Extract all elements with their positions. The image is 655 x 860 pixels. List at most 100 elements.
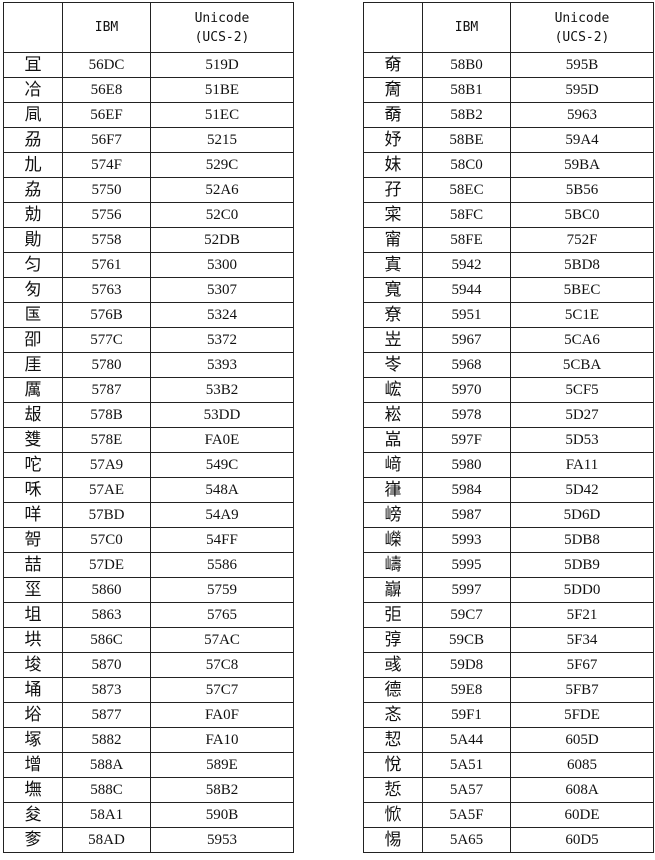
- table-row: 惞 5A5F 60DE: [363, 802, 654, 828]
- table-header: IBM Unicode (UCS-2): [3, 2, 294, 53]
- header-cell: [363, 2, 423, 53]
- table-cell: 凬: [3, 102, 63, 128]
- table-cell: 嵓: [363, 427, 423, 453]
- table-cell: 厲: [3, 377, 63, 403]
- table-row: 妺 58C0 59BA: [363, 152, 654, 178]
- table-cell: 5324: [150, 302, 294, 328]
- table-cell: 5756: [62, 202, 151, 228]
- table-row: 勛 5758 52DB: [3, 227, 294, 253]
- table-row: 嵭 5987 5D6D: [363, 502, 654, 528]
- table-row: 岦 5967 5CA6: [363, 327, 654, 353]
- table-cell: 5A65: [422, 827, 511, 853]
- table-cell: 519D: [150, 52, 294, 78]
- table-cell: 5586: [150, 552, 294, 578]
- table-cell: 5A51: [422, 752, 511, 778]
- table-cell: 5A57: [422, 777, 511, 803]
- table-cell: 58A1: [62, 802, 151, 828]
- table-cell: 58B0: [422, 52, 511, 78]
- table-cell: 5860: [62, 577, 151, 603]
- table-cell: 墲: [3, 777, 63, 803]
- table-cell: 56F7: [62, 127, 151, 153]
- table-cell: 5F21: [510, 602, 654, 628]
- table-cell: 576B: [62, 302, 151, 328]
- table-cell: FA11: [510, 452, 654, 478]
- table-row: 厲 5787 53B2: [3, 377, 294, 403]
- table-cell: 匀: [3, 252, 63, 278]
- table-cell: 﨎: [3, 427, 63, 453]
- table-cell: 58BE: [422, 127, 511, 153]
- table-row: 奛 58B0 595B: [363, 52, 654, 78]
- table-cell: 5F34: [510, 627, 654, 653]
- table-cell: 坙: [3, 577, 63, 603]
- table-row: 惕 5A65 60D5: [363, 827, 654, 853]
- header-cell: IBM: [422, 2, 511, 53]
- table-cell: 57C7: [150, 677, 294, 703]
- table-cell: 﨑: [363, 452, 423, 478]
- table-cell: 52C0: [150, 202, 294, 228]
- table-cell: 595B: [510, 52, 654, 78]
- table-row: 孖 58EC 5B56: [363, 177, 654, 203]
- table-cell: 5970: [422, 377, 511, 403]
- header-line: Unicode: [554, 10, 610, 26]
- table-row: 匇 5763 5307: [3, 277, 294, 303]
- table-cell: 5870: [62, 652, 151, 678]
- table-cell: 5987: [422, 502, 511, 528]
- table-cell: 58FC: [422, 202, 511, 228]
- table-cell: 5372: [150, 327, 294, 353]
- table-row: 坥 5863 5765: [3, 602, 294, 628]
- table-cell: 厓: [3, 352, 63, 378]
- table-cell: 奓: [3, 827, 63, 853]
- table-cell: 6085: [510, 752, 654, 778]
- table-cell: 忞: [363, 702, 423, 728]
- table-cell: 峵: [363, 377, 423, 403]
- table-cell: 咜: [3, 452, 63, 478]
- table-cell: 529C: [150, 152, 294, 178]
- header-row: IBM Unicode (UCS-2): [3, 2, 294, 53]
- table-cell: 51BE: [150, 77, 294, 103]
- table-cell: 5873: [62, 677, 151, 703]
- table-row: 塚 5882 FA10: [3, 727, 294, 753]
- table-cell: 578E: [62, 427, 151, 453]
- table-row: 增 588A 589E: [3, 752, 294, 778]
- table-cell: FA0E: [150, 427, 294, 453]
- table-row: 匀 5761 5300: [3, 252, 294, 278]
- table-row: 哿 57C0 54FF: [3, 527, 294, 553]
- table-row: 岺 5968 5CBA: [363, 352, 654, 378]
- table-cell: 57A9: [62, 452, 151, 478]
- table-cell: 增: [3, 752, 63, 778]
- table-cell: 5750: [62, 177, 151, 203]
- table-row: 埇 5873 57C7: [3, 677, 294, 703]
- table-cell: 嵂: [363, 477, 423, 503]
- table-cell: 59CB: [422, 627, 511, 653]
- table-row: 冝 56DC 519D: [3, 52, 294, 78]
- table-cell: 5963: [510, 102, 654, 128]
- table-cell: 5DD0: [510, 577, 654, 603]
- table-row: 崧 5978 5D27: [363, 402, 654, 428]
- table-cell: 咩: [3, 502, 63, 528]
- table-cell: 德: [363, 677, 423, 703]
- table-body: 奛 58B0 595B 奝 58B1 595D 奣 58B2 5963 妤 58BE 59A4 妺 58C…: [363, 52, 654, 853]
- table-cell: 塚: [3, 727, 63, 753]
- table-cell: 5CF5: [510, 377, 654, 403]
- table-cell: 57AE: [62, 477, 151, 503]
- table-cell: 58B1: [422, 77, 511, 103]
- table-cell: 5D42: [510, 477, 654, 503]
- table-row: 嵓 597F 5D53: [363, 427, 654, 453]
- table-row: 嵂 5984 5D42: [363, 477, 654, 503]
- table-cell: 5978: [422, 402, 511, 428]
- table-row: 甯 58FE 752F: [363, 227, 654, 253]
- table-row: 忞 59F1 5FDE: [363, 702, 654, 728]
- table-cell: 549C: [150, 452, 294, 478]
- table-cell: FA10: [150, 727, 294, 753]
- table-row: 卲 577C 5372: [3, 327, 294, 353]
- header-line: Unicode: [194, 10, 250, 26]
- table-cell: 寬: [363, 277, 423, 303]
- header-line: (UCS-2): [194, 29, 250, 45]
- table-row: 冾 56E8 51BE: [3, 77, 294, 103]
- table-cell: 597F: [422, 427, 511, 453]
- table-row: 悅 5A51 6085: [363, 752, 654, 778]
- table-cell: 5951: [422, 302, 511, 328]
- table-cell: 惞: [363, 802, 423, 828]
- table-cell: 孖: [363, 177, 423, 203]
- table-cell: 578B: [62, 402, 151, 428]
